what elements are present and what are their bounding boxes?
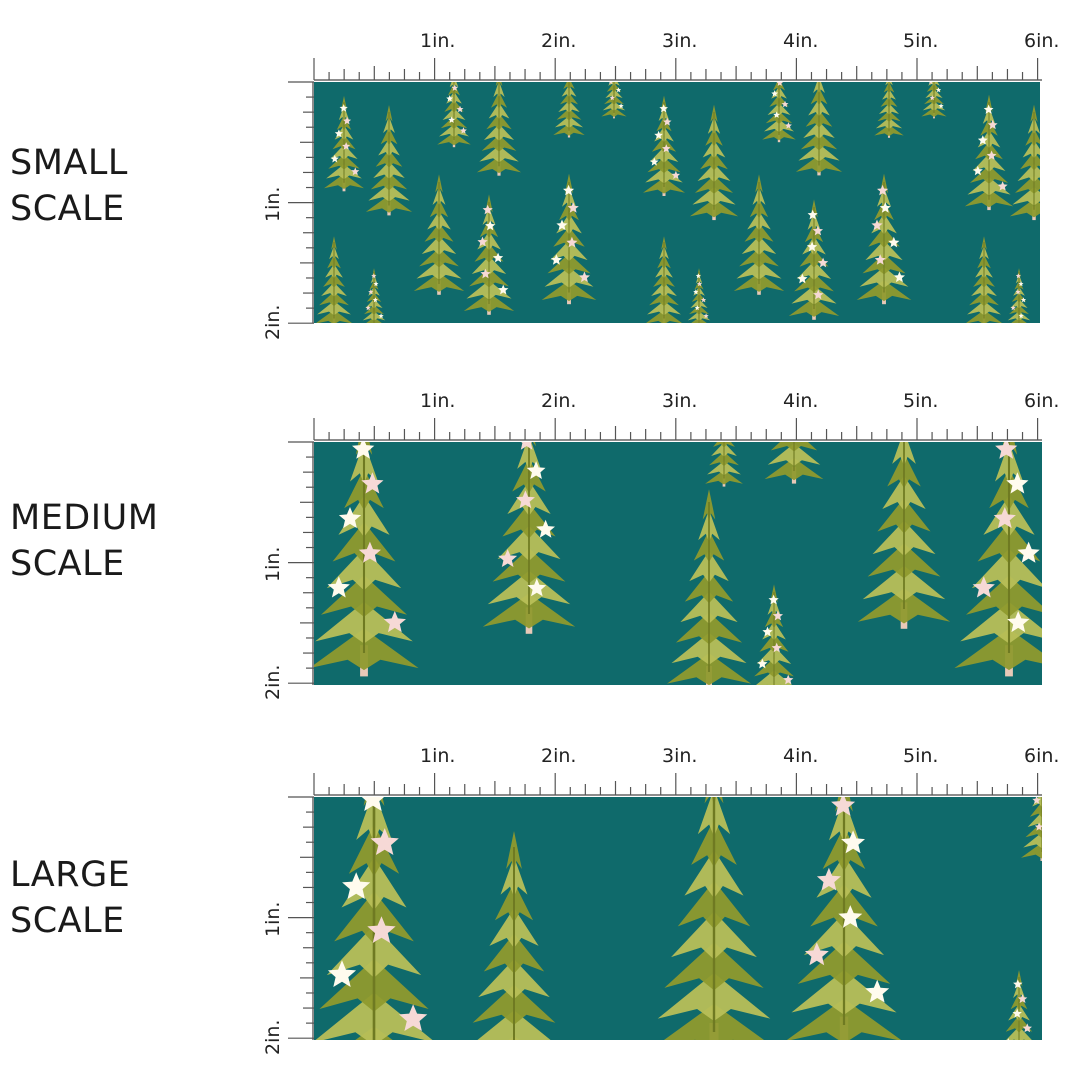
- medium-scale-label-line1: MEDIUM: [10, 498, 159, 538]
- small-scale-label-line2: SCALE: [10, 189, 125, 229]
- tree-shape: [954, 442, 1042, 677]
- large-vertical-ruler: [288, 796, 314, 1040]
- tree-shape: [874, 82, 904, 138]
- tree-shape: [689, 104, 739, 221]
- tree-shape: [733, 174, 785, 295]
- tree-shape: [646, 236, 682, 323]
- large-ruler-label-4in: 4in.: [783, 745, 819, 767]
- small-vruler-label-2in: 2in.: [262, 304, 284, 340]
- small-scale-section: 1in. 2in. 3in. 4in. 5in. 6in. 1in. 2in.: [0, 0, 1080, 345]
- tree-shape: [687, 268, 711, 323]
- tree-shape: [786, 797, 902, 1040]
- tree-shape: [463, 194, 515, 315]
- medium-horizontal-ruler: [313, 418, 1042, 441]
- medium-ruler-label-2in: 2in.: [541, 390, 577, 412]
- large-scale-label-line2: SCALE: [10, 901, 125, 941]
- medium-scale-label-line2: SCALE: [10, 544, 125, 584]
- tree-shape: [795, 82, 843, 176]
- small-ruler-label-2in: 2in.: [541, 30, 577, 52]
- tree-shape: [482, 442, 576, 634]
- tree-shape: [314, 442, 419, 677]
- medium-scale-section: 1in. 2in. 3in. 4in. 5in. 6in. 1in. 2in.: [0, 360, 1080, 705]
- medium-fabric-swatch: [314, 442, 1042, 685]
- tree-shape: [657, 797, 771, 1040]
- tree-shape: [921, 82, 947, 119]
- tree-shape: [788, 199, 840, 320]
- tree-shape: [966, 236, 1002, 323]
- large-ruler-label-2in: 2in.: [541, 745, 577, 767]
- medium-vertical-ruler: [288, 441, 314, 685]
- large-ruler-label-6in: 6in.: [1024, 745, 1060, 767]
- large-scale-label: LARGE SCALE: [10, 852, 130, 944]
- large-vruler-label-1in: 1in.: [262, 901, 284, 937]
- tree-shape: [324, 95, 364, 192]
- tree-shape: [1005, 969, 1033, 1040]
- large-ruler-label-3in: 3in.: [662, 745, 698, 767]
- small-tree-pattern: [316, 82, 1040, 323]
- large-tree-pattern: [315, 797, 1042, 1040]
- tree-shape: [316, 236, 352, 323]
- tree-shape: [705, 442, 743, 487]
- medium-ruler-label-5in: 5in.: [903, 390, 939, 412]
- medium-scale-label: MEDIUM SCALE: [10, 495, 158, 587]
- tree-shape: [857, 442, 951, 629]
- tree-shape: [1007, 268, 1031, 323]
- tree-shape: [1021, 797, 1042, 861]
- large-ruler-label-5in: 5in.: [903, 745, 939, 767]
- tree-shape: [315, 797, 433, 1040]
- small-fabric-swatch: [314, 82, 1040, 323]
- tree-shape: [365, 104, 413, 216]
- tree-shape: [667, 489, 751, 685]
- tree-shape: [762, 82, 796, 143]
- tree-shape: [1009, 104, 1040, 221]
- medium-vruler-label-1in: 1in.: [262, 546, 284, 582]
- large-ruler-label-1in: 1in.: [420, 745, 456, 767]
- tree-shape: [476, 82, 522, 176]
- small-ruler-label-5in: 5in.: [903, 30, 939, 52]
- large-fabric-swatch: [314, 797, 1042, 1040]
- medium-ruler-label-6in: 6in.: [1024, 390, 1060, 412]
- medium-tree-pattern: [314, 442, 1042, 685]
- tree-shape: [643, 95, 685, 196]
- medium-vruler-label-2in: 2in.: [262, 664, 284, 700]
- large-scale-label-line1: LARGE: [10, 855, 131, 895]
- tree-shape: [764, 442, 824, 484]
- small-ruler-label-6in: 6in.: [1024, 30, 1060, 52]
- small-ruler-label-1in: 1in.: [420, 30, 456, 52]
- medium-ruler-label-4in: 4in.: [783, 390, 819, 412]
- small-ruler-label-4in: 4in.: [783, 30, 819, 52]
- tree-shape: [856, 173, 912, 305]
- tree-shape: [437, 82, 471, 148]
- tree-shape: [541, 173, 597, 305]
- tree-shape: [964, 94, 1014, 211]
- tree-shape: [362, 268, 386, 323]
- tree-shape: [413, 174, 465, 295]
- large-vruler-label-2in: 2in.: [262, 1019, 284, 1055]
- large-scale-section: 1in. 2in. 3in. 4in. 5in. 6in. 1in. 2in.: [0, 715, 1080, 1060]
- small-scale-label: SMALL SCALE: [10, 140, 128, 232]
- small-vruler-label-1in: 1in.: [262, 186, 284, 222]
- tree-shape: [601, 82, 627, 119]
- small-scale-label-line1: SMALL: [10, 143, 128, 183]
- medium-ruler-label-3in: 3in.: [662, 390, 698, 412]
- tree-shape: [472, 831, 556, 1040]
- small-ruler-label-3in: 3in.: [662, 30, 698, 52]
- small-horizontal-ruler: [313, 58, 1042, 81]
- small-vertical-ruler: [288, 81, 314, 324]
- medium-ruler-label-1in: 1in.: [420, 390, 456, 412]
- large-horizontal-ruler: [313, 773, 1042, 796]
- tree-shape: [553, 82, 585, 138]
- tree-shape: [754, 584, 794, 685]
